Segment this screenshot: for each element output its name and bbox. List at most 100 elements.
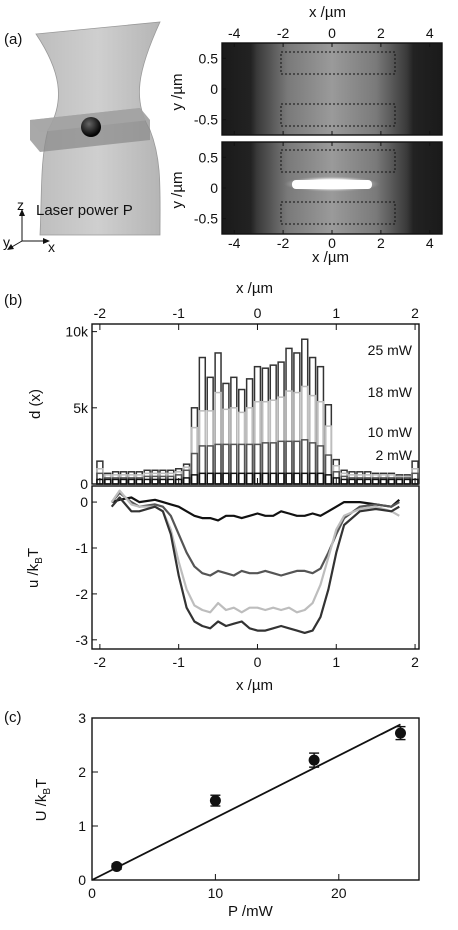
- image-low-power: [221, 42, 443, 136]
- scaling-y-tick-label: 1: [78, 818, 86, 834]
- histogram-panel: -2 -1 0 1 2 0 5k 10k d (x) 25 mW 18 mW 10 mW 2 mW: [27, 305, 420, 492]
- histogram-top-x-tick-label: -1: [172, 305, 185, 321]
- histogram-bar: [151, 475, 159, 485]
- legend-entry: 10 mW: [368, 424, 413, 440]
- coordinate-axes: z y x: [3, 197, 55, 255]
- histogram-bar: [348, 478, 356, 485]
- potential-x-label: x /µm: [236, 677, 273, 694]
- histogram-bar: [308, 442, 317, 485]
- histogram-bar: [214, 352, 222, 485]
- histogram-legend: 25 mW 18 mW 10 mW 2 mW: [368, 342, 413, 463]
- image-bottom-x-tick-label: -2: [277, 235, 290, 251]
- histogram-bar: [190, 407, 199, 485]
- histogram-bar: [198, 445, 207, 485]
- histogram-bar: [159, 472, 167, 485]
- data-point: [308, 754, 320, 766]
- potential-x-tick-label: 2: [411, 654, 419, 670]
- histogram-bar: [182, 477, 191, 485]
- histogram-bar: [143, 472, 151, 485]
- panel-c-label: (c): [4, 709, 22, 726]
- histogram-bar: [340, 478, 348, 485]
- histogram-bar: [324, 404, 333, 485]
- legend-entry: 25 mW: [368, 342, 413, 358]
- image-y-tick-label: -0.5: [194, 112, 218, 128]
- histogram-bar: [104, 478, 112, 485]
- histogram-bar: [230, 376, 238, 485]
- image-y-tick-label: 0.5: [199, 149, 219, 165]
- histogram-bar: [167, 472, 175, 485]
- axis-z-label: z: [17, 197, 24, 213]
- histogram-bar: [293, 391, 301, 485]
- legend-entry: 2 mW: [375, 447, 412, 463]
- histogram-bar: [214, 391, 222, 485]
- scaling-y-tick-label: 3: [78, 710, 86, 726]
- histogram-bar: [395, 478, 404, 485]
- potential-curve: [110, 491, 400, 577]
- histogram-top-x-tick-label: 2: [411, 305, 419, 321]
- histogram-bar: [261, 442, 270, 485]
- image-y-tick-label: 0: [210, 180, 218, 196]
- image-top-x-tick-label: -2: [277, 25, 290, 41]
- scaling-x-tick-label: 10: [208, 885, 224, 901]
- histogram-bar: [277, 440, 285, 485]
- potential-y-tick-label: 0: [80, 494, 88, 510]
- fit-line: [91, 723, 401, 881]
- histogram-bar: [135, 478, 143, 485]
- histogram-bar: [127, 478, 136, 485]
- histogram-bar: [167, 475, 175, 485]
- histogram-bar: [245, 472, 254, 485]
- histogram-bar: [371, 478, 380, 485]
- histogram-bar: [379, 478, 388, 485]
- potential-x-tick-label: -1: [172, 654, 185, 670]
- axis-y-label: y: [3, 234, 10, 250]
- data-point: [394, 727, 406, 739]
- image-bottom-x-label: x /µm: [312, 249, 349, 266]
- potential-curve: [111, 496, 401, 522]
- data-point: [209, 795, 221, 807]
- histogram-bar: [167, 478, 175, 485]
- histogram-bar: [222, 382, 230, 485]
- histogram-bar: [301, 385, 309, 485]
- histogram-bar: [261, 367, 270, 485]
- histogram-top-x-tick-label: 0: [254, 305, 262, 321]
- histogram-bar: [293, 352, 301, 485]
- histogram-bar: [206, 472, 214, 485]
- scaling-frame: [91, 717, 420, 881]
- image-y-tick-label: 0.5: [199, 50, 219, 66]
- histogram-top-x-tick-label: -2: [94, 305, 107, 321]
- histogram-y-label: d (x): [27, 389, 44, 419]
- scaling-y-label: U /kBT: [33, 779, 53, 822]
- histogram-bar: [316, 445, 325, 485]
- image-top-x-tick-label: -4: [228, 25, 241, 41]
- image-bottom-x-tick-label: 4: [426, 235, 434, 251]
- histogram-bar: [316, 365, 325, 485]
- scaling-panel: 0 10 20 0 1 2 3 U /kBT P /mW: [33, 710, 420, 920]
- histogram-y-tick-label: 10k: [65, 324, 89, 340]
- histogram-bar: [111, 478, 120, 485]
- histogram-bar: [214, 443, 222, 485]
- potential-curve: [110, 496, 400, 634]
- potential-x-tick-label: 0: [254, 654, 262, 670]
- histogram-bar: [269, 472, 277, 485]
- histogram-bar: [159, 478, 167, 485]
- histogram-top-x-tick-label: 1: [332, 305, 340, 321]
- histogram-bar: [253, 400, 262, 485]
- histogram-bar: [261, 472, 270, 485]
- trapped-bead: [81, 117, 101, 137]
- histogram-bar: [308, 472, 317, 485]
- histogram-bar: [324, 454, 333, 485]
- image-y-tick-label: -0.5: [194, 211, 218, 227]
- image-top-x-tick-label: 0: [328, 25, 336, 41]
- histogram-bar: [253, 365, 262, 485]
- histogram-bar: [324, 474, 333, 485]
- image-top-y-label: y /µm: [169, 74, 186, 111]
- histogram-bar: [182, 469, 191, 485]
- histogram-bar: [238, 443, 246, 485]
- data-point: [111, 861, 123, 872]
- histogram-bar: [387, 478, 396, 485]
- histogram-bar: [230, 472, 238, 485]
- scaling-y-tick-label: 0: [78, 872, 86, 888]
- histogram-bar: [285, 390, 293, 485]
- histogram-bar: [293, 440, 301, 485]
